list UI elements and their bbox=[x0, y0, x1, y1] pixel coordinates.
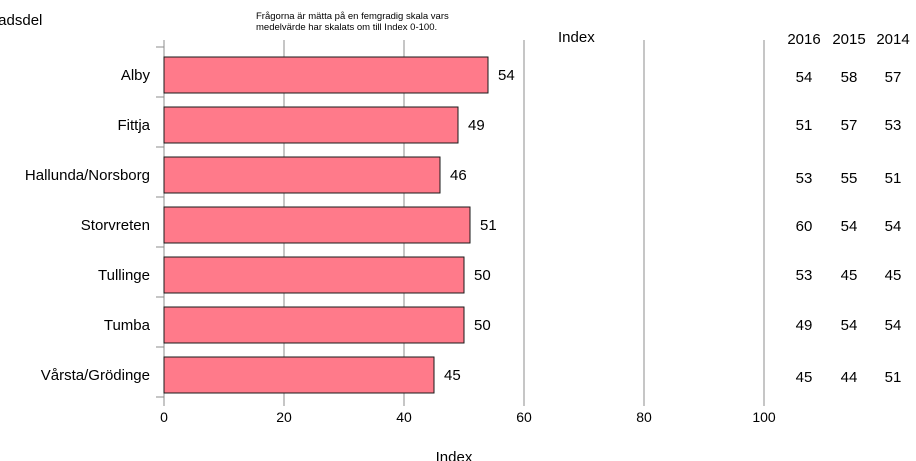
data-label: 50 bbox=[474, 267, 491, 284]
top-axis-title: Index bbox=[558, 29, 595, 46]
bar bbox=[163, 356, 435, 394]
x-tick-label: 40 bbox=[396, 409, 412, 425]
table-cell: 51 bbox=[885, 170, 902, 187]
data-label: 51 bbox=[480, 217, 497, 234]
category-label: Alby bbox=[121, 67, 151, 84]
bar bbox=[163, 56, 489, 94]
table-cell: 60 bbox=[796, 218, 813, 235]
table-cell: 54 bbox=[841, 317, 858, 334]
table-cell: 45 bbox=[841, 267, 858, 284]
category-label: Hallunda/Norsborg bbox=[25, 167, 150, 184]
data-label: 54 bbox=[498, 67, 515, 84]
category-label: Tumba bbox=[104, 317, 151, 334]
table-cell: 53 bbox=[885, 117, 902, 134]
table-cell: 54 bbox=[885, 317, 902, 334]
table-header: 2015 bbox=[832, 31, 865, 48]
category-label: Tullinge bbox=[98, 267, 150, 284]
category-axis-title: Stadsdel bbox=[0, 12, 43, 29]
x-tick-label: 100 bbox=[752, 409, 776, 425]
category-label: Fittja bbox=[117, 117, 150, 134]
table-cell: 54 bbox=[796, 69, 813, 86]
x-tick-label: 80 bbox=[636, 409, 652, 425]
table-cell: 45 bbox=[885, 267, 902, 284]
bar bbox=[163, 306, 465, 344]
bar bbox=[163, 156, 441, 194]
table-cell: 57 bbox=[885, 69, 902, 86]
table-cell: 54 bbox=[841, 218, 858, 235]
chart-note-line: Frågorna är mätta på en femgradig skala … bbox=[256, 11, 449, 22]
x-tick-label: 0 bbox=[160, 409, 168, 425]
table-cell: 57 bbox=[841, 117, 858, 134]
table-cell: 45 bbox=[796, 369, 813, 386]
x-axis-title: Index bbox=[436, 449, 473, 461]
bar bbox=[163, 206, 471, 244]
x-tick-label: 20 bbox=[276, 409, 292, 425]
table-cell: 51 bbox=[885, 369, 902, 386]
category-label: Storvreten bbox=[81, 217, 150, 234]
category-label: Vårsta/Grödinge bbox=[41, 367, 150, 384]
data-label: 50 bbox=[474, 317, 491, 334]
table-header: 2014 bbox=[876, 31, 909, 48]
table-cell: 53 bbox=[796, 267, 813, 284]
table-cell: 51 bbox=[796, 117, 813, 134]
bar bbox=[163, 256, 465, 294]
table-header: 2016 bbox=[787, 31, 820, 48]
table-cell: 55 bbox=[841, 170, 858, 187]
data-label: 45 bbox=[444, 367, 461, 384]
table-cell: 58 bbox=[841, 69, 858, 86]
bar bbox=[163, 106, 459, 144]
table-cell: 44 bbox=[841, 369, 858, 386]
x-tick-label: 60 bbox=[516, 409, 532, 425]
table-cell: 53 bbox=[796, 170, 813, 187]
table-cell: 49 bbox=[796, 317, 813, 334]
data-label: 49 bbox=[468, 117, 485, 134]
chart-note: Frågorna är mätta på en femgradig skala … bbox=[256, 11, 449, 33]
data-label: 46 bbox=[450, 167, 467, 184]
chart-note-line: medelvärde har skalats om till Index 0-1… bbox=[256, 22, 438, 33]
table-cell: 54 bbox=[885, 218, 902, 235]
